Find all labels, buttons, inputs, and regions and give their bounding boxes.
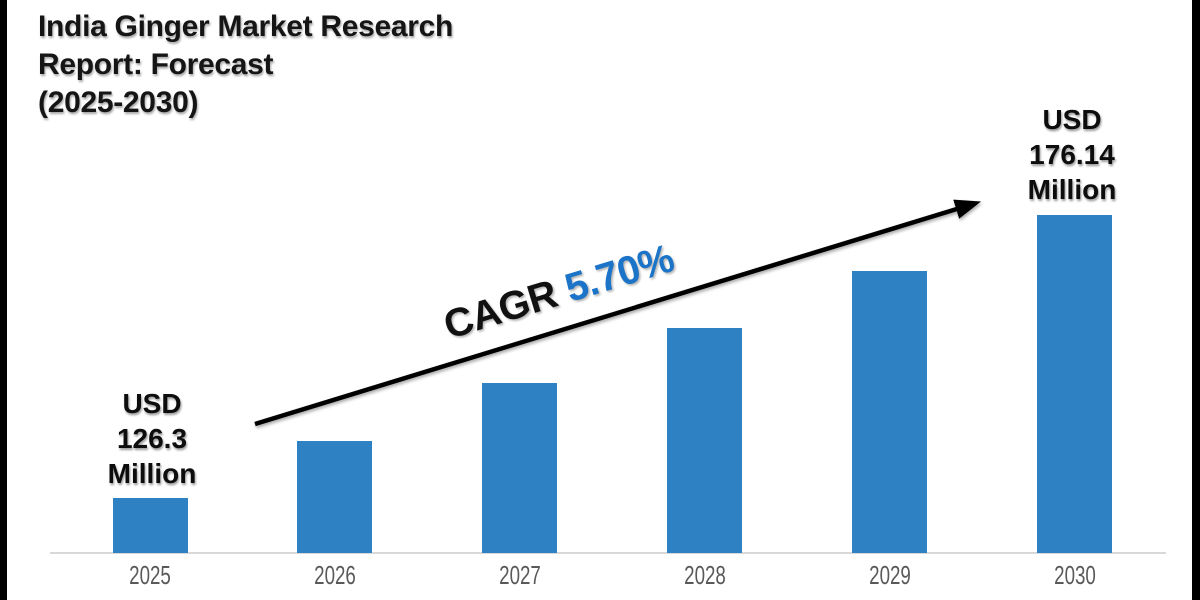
bar-2025 [112,498,188,553]
bar-2027 [482,383,558,553]
cagr-value-text: 5.70% [559,236,679,311]
cagr-annotation: CAGR5.70% [414,229,704,357]
bar-2030 [1037,215,1112,553]
x-tick-label-2030: 2030 [1053,560,1096,590]
bar-2026 [297,441,373,553]
bar-2029 [852,271,928,553]
bar-2028 [667,328,743,553]
x-tick-label-2028: 2028 [683,560,726,590]
right-border-strip [1192,0,1200,600]
cagr-prefix-text: CAGR [438,271,563,348]
chart-title: India Ginger Market Research Report: For… [38,10,454,119]
left-border-strip [0,0,7,600]
x-tick-label-2025: 2025 [129,560,171,590]
x-tick-label-2029: 2029 [868,560,911,590]
x-tick-label-2026: 2026 [314,560,356,590]
value-label-2025: USD 126.3 Million [107,388,197,489]
x-axis-line [50,552,1166,554]
value-label-2030: USD 176.14 Million [1027,104,1117,205]
x-tick-label-2027: 2027 [498,560,541,590]
